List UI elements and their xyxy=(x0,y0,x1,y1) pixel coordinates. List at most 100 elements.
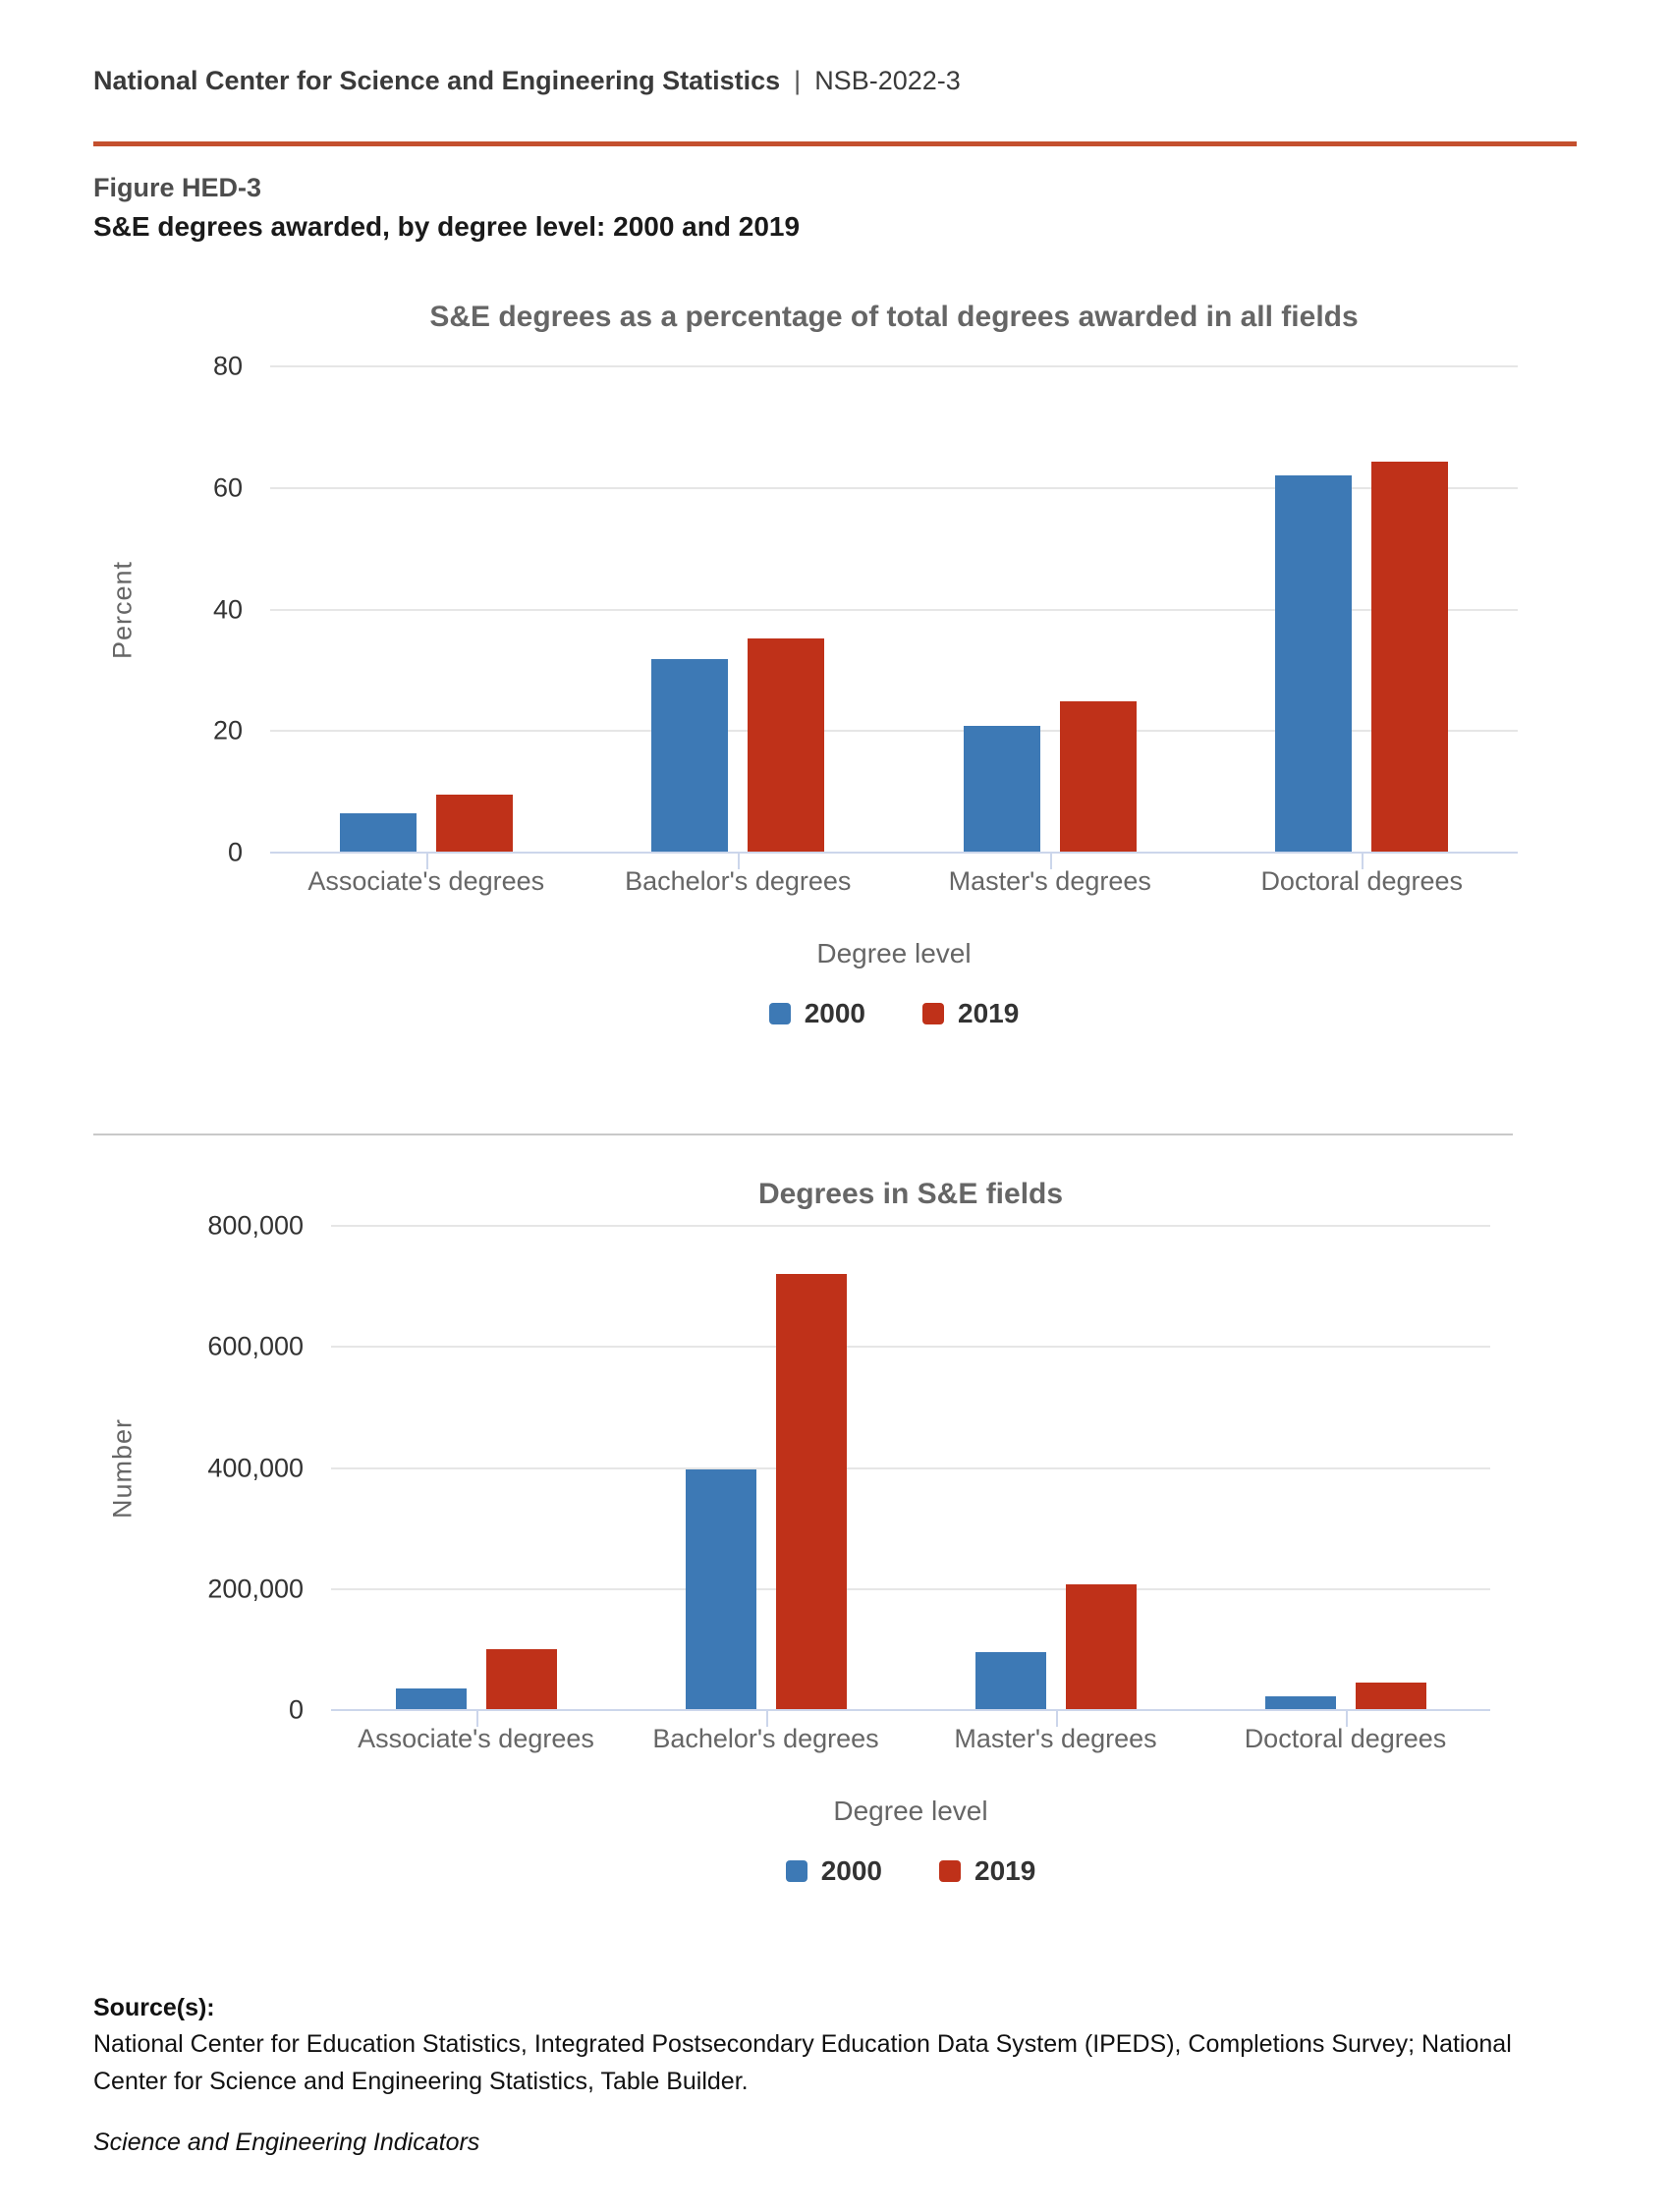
category-group-bachelor-s-degrees xyxy=(583,366,895,869)
legend-swatch-2019 xyxy=(922,1003,944,1024)
x-axis-category-label: Associate's degrees xyxy=(307,866,545,896)
x-axis-tick xyxy=(765,1710,768,1727)
y-axis-tick-label: 800,000 xyxy=(207,1210,304,1241)
category-group-associate-s-degrees xyxy=(270,366,583,869)
category-group-bachelor-s-degrees xyxy=(621,1226,911,1727)
legend-swatch-2000 xyxy=(785,1860,807,1882)
bar-2019-doctoral-degrees[interactable] xyxy=(1355,1683,1426,1710)
bar-2019-master-s-degrees[interactable] xyxy=(1059,700,1137,853)
gridline-20 xyxy=(270,730,1518,733)
chart-body: Number 0 200,000 400,000 600,000 800,000 xyxy=(93,1211,1490,1727)
y-axis-tick-label: 60 xyxy=(212,472,243,503)
category-group-associate-s-degrees xyxy=(331,1226,621,1727)
x-axis-tick xyxy=(1362,853,1364,869)
category-group-doctoral-degrees xyxy=(1206,366,1519,869)
x-axis-category-label: Doctoral degrees xyxy=(1244,1724,1447,1753)
gridline-600-000 xyxy=(331,1346,1490,1349)
y-axis-title: Percent xyxy=(107,560,138,659)
legend-label-2000: 2000 xyxy=(820,1855,882,1886)
x-axis-line xyxy=(270,852,1518,854)
gridline-40 xyxy=(270,608,1518,611)
x-axis-category-label: Master's degrees xyxy=(948,866,1151,896)
legend-label-2000: 2000 xyxy=(804,998,865,1028)
bar-2000-doctoral-degrees[interactable] xyxy=(1275,475,1353,853)
y-axis-labels: 0 200,000 400,000 600,000 800,000 xyxy=(152,1211,331,1725)
x-axis-line xyxy=(331,1709,1490,1711)
header-org-name: National Center for Science and Engineer… xyxy=(93,66,781,95)
chart-body: Percent 0 20 40 60 80 xyxy=(93,352,1519,869)
y-axis-tick-label: 600,000 xyxy=(207,1331,304,1361)
y-axis-title: Number xyxy=(107,1417,138,1519)
gridline-80 xyxy=(270,365,1518,367)
chart-title: S&E degrees as a percentage of total deg… xyxy=(429,301,1359,333)
plot-area xyxy=(331,1225,1490,1727)
legend-item-2000[interactable]: 2000 xyxy=(768,998,865,1029)
x-axis-category-label: Doctoral degrees xyxy=(1260,866,1464,896)
x-axis-category-label: Associate's degrees xyxy=(358,1724,594,1753)
x-axis-title: Degree level xyxy=(833,1796,988,1826)
legend-swatch-2019 xyxy=(939,1860,961,1882)
bar-2000-bachelor-s-degrees[interactable] xyxy=(685,1468,756,1710)
legend-label-2019: 2019 xyxy=(974,1855,1036,1886)
x-axis-tick xyxy=(738,853,741,869)
x-axis-category-label: Bachelor's degrees xyxy=(625,866,852,896)
gridline-200-000 xyxy=(331,1587,1490,1590)
bar-2000-associate-s-degrees[interactable] xyxy=(395,1688,467,1710)
x-axis-title: Degree level xyxy=(816,938,972,968)
legend-label-2019: 2019 xyxy=(958,998,1020,1028)
x-axis-category-label: Bachelor's degrees xyxy=(652,1724,879,1753)
source-heading: Source(s): xyxy=(93,1994,215,2021)
y-axis-tick-label: 80 xyxy=(212,351,243,381)
bar-2019-associate-s-degrees[interactable] xyxy=(485,1648,557,1710)
source-block: Source(s): National Center for Education… xyxy=(93,1991,1577,2159)
y-axis-tick-label: 400,000 xyxy=(207,1453,304,1482)
bar-2000-master-s-degrees[interactable] xyxy=(974,1652,1046,1710)
gridline-800-000 xyxy=(331,1225,1490,1227)
x-axis-tick xyxy=(1055,1710,1058,1727)
indicators-footer: Science and Engineering Indicators xyxy=(93,2129,480,2156)
bar-2000-bachelor-s-degrees[interactable] xyxy=(651,659,729,853)
x-axis-tick xyxy=(1345,1710,1348,1727)
gridline-60 xyxy=(270,486,1518,489)
bar-2000-associate-s-degrees[interactable] xyxy=(339,812,417,853)
bar-2019-bachelor-s-degrees[interactable] xyxy=(775,1273,847,1710)
chart-title: Degrees in S&E fields xyxy=(757,1178,1064,1210)
category-group-master-s-degrees xyxy=(894,366,1206,869)
chart-legend: 2000 2019 xyxy=(270,998,1518,1029)
bar-2019-master-s-degrees[interactable] xyxy=(1065,1584,1137,1710)
x-axis-tick xyxy=(1049,853,1052,869)
header-report-id: NSB-2022-3 xyxy=(814,66,961,95)
bar-2019-doctoral-degrees[interactable] xyxy=(1371,462,1449,853)
bar-2000-master-s-degrees[interactable] xyxy=(963,725,1040,853)
figure-label: Figure HED-3 xyxy=(93,173,262,202)
chart-divider xyxy=(93,1134,1513,1135)
y-axis-labels: 0 20 40 60 80 xyxy=(152,352,270,867)
legend-item-2000[interactable]: 2000 xyxy=(785,1855,882,1887)
plot-area xyxy=(270,365,1519,869)
y-axis-tick-label: 20 xyxy=(212,715,243,746)
legend-swatch-2000 xyxy=(768,1003,791,1024)
y-axis-tick-label: 200,000 xyxy=(207,1574,304,1604)
x-axis-tick xyxy=(425,853,428,869)
x-axis-tick xyxy=(475,1710,478,1727)
legend-item-2019[interactable]: 2019 xyxy=(922,998,1019,1029)
category-group-master-s-degrees xyxy=(911,1226,1200,1727)
chart-section-percent: S&E degrees as a percentage of total deg… xyxy=(93,300,1577,1029)
document-header: National Center for Science and Engineer… xyxy=(93,0,1577,96)
figure-title: S&E degrees awarded, by degree level: 20… xyxy=(93,211,801,242)
x-axis-labels: Associate's degrees Bachelor's degrees Mas… xyxy=(331,1722,1490,1755)
header-separator: | xyxy=(794,66,802,95)
source-text: National Center for Education Statistics… xyxy=(93,2030,1512,2095)
y-axis-tick-label: 40 xyxy=(212,594,243,624)
bar-2019-associate-s-degrees[interactable] xyxy=(435,794,513,853)
y-axis-tick-label: 0 xyxy=(227,837,243,867)
bar-2019-bachelor-s-degrees[interactable] xyxy=(748,637,825,853)
bar-2000-doctoral-degrees[interactable] xyxy=(1264,1695,1336,1710)
chart-legend: 2000 2019 xyxy=(331,1855,1490,1887)
x-axis-category-label: Master's degrees xyxy=(954,1724,1157,1753)
gridline-400-000 xyxy=(331,1466,1490,1469)
brand-rule xyxy=(93,141,1577,146)
legend-item-2019[interactable]: 2019 xyxy=(939,1855,1035,1887)
chart-section-number: Degrees in S&E fields Number 0 200,000 400… xyxy=(93,1177,1577,1887)
